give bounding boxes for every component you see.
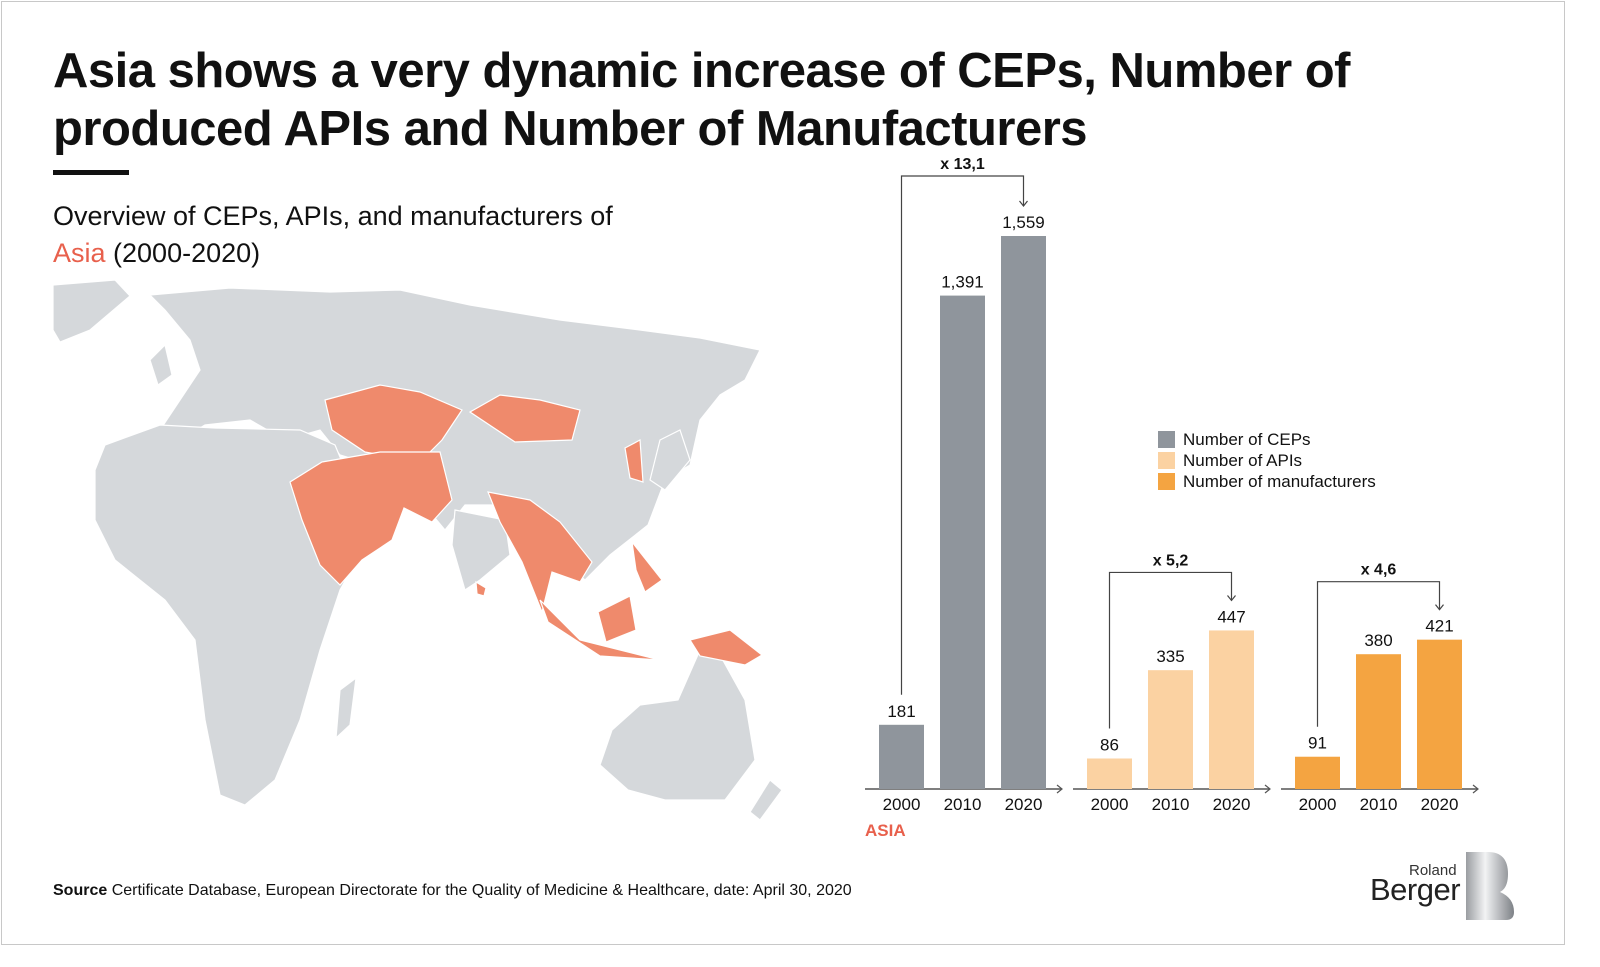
growth-label: x 13,1 xyxy=(940,156,985,173)
bar-value-label: 86 xyxy=(1100,735,1119,754)
subtitle-suffix: (2000-2020) xyxy=(105,238,261,268)
region-label: ASIA xyxy=(865,821,906,840)
growth-label: x 5,2 xyxy=(1153,552,1189,569)
bar-value-label: 421 xyxy=(1425,617,1453,636)
x-tick-label: 2020 xyxy=(1421,795,1459,814)
central-asia xyxy=(324,384,463,463)
growth-arrow xyxy=(1227,595,1236,602)
asia-map xyxy=(52,279,783,821)
uk xyxy=(149,343,173,386)
korea xyxy=(624,439,644,483)
sri-lanka xyxy=(475,580,487,597)
chart-legend: Number of CEPs Number of APIs Number of … xyxy=(1158,429,1376,492)
subtitle: Overview of CEPs, APIs, and manufacturer… xyxy=(53,198,753,272)
legend-item-apis: Number of APIs xyxy=(1158,450,1376,471)
bar-value-label: 1,559 xyxy=(1002,213,1045,232)
axis-arrow xyxy=(1056,784,1063,794)
source-note: Source Certificate Database, European Di… xyxy=(53,882,852,900)
x-tick-label: 2010 xyxy=(1152,795,1190,814)
australia xyxy=(599,649,756,801)
page-title: Asia shows a very dynamic increase of CE… xyxy=(53,44,1351,156)
japan xyxy=(649,429,691,491)
greenland xyxy=(52,279,131,343)
x-tick-label: 2000 xyxy=(1299,795,1337,814)
new-zealand xyxy=(749,779,783,821)
legend-label: Number of CEPs xyxy=(1183,429,1311,449)
x-tick-label: 2000 xyxy=(1091,795,1129,814)
frame xyxy=(1,1,1565,945)
mongolia xyxy=(468,394,581,443)
bar-value-label: 91 xyxy=(1308,734,1327,753)
x-tick-label: 2010 xyxy=(944,795,982,814)
bar xyxy=(1001,236,1046,789)
bar xyxy=(1417,639,1462,789)
philippines xyxy=(631,539,663,593)
bar-value-label: 380 xyxy=(1364,631,1392,650)
bar xyxy=(879,724,924,789)
x-tick-label: 2000 xyxy=(883,795,921,814)
axis-arrow xyxy=(1264,784,1271,794)
middle-east xyxy=(289,451,453,586)
legend-item-ceps: Number of CEPs xyxy=(1158,429,1376,450)
source-label: Source xyxy=(53,882,108,899)
legend-label: Number of manufacturers xyxy=(1183,471,1376,491)
legend-swatch xyxy=(1158,452,1175,469)
axis-arrow xyxy=(1472,784,1479,794)
legend-swatch xyxy=(1158,431,1175,448)
madagascar xyxy=(335,676,357,740)
borneo xyxy=(597,595,637,643)
bar xyxy=(1087,758,1132,789)
bar xyxy=(1356,654,1401,789)
bar xyxy=(1148,670,1193,789)
legend-item-manufacturers: Number of manufacturers xyxy=(1158,471,1376,492)
bar-value-label: 447 xyxy=(1217,607,1245,626)
source-text: Certificate Database, European Directora… xyxy=(107,882,852,899)
legend-swatch xyxy=(1158,473,1175,490)
bar-value-label: 1,391 xyxy=(941,273,984,292)
subtitle-highlight: Asia xyxy=(53,238,106,268)
growth-bracket xyxy=(1316,581,1441,727)
x-tick-label: 2010 xyxy=(1360,795,1398,814)
growth-bracket xyxy=(1108,571,1233,729)
southeast-asia xyxy=(487,491,593,614)
logo-berger: Berger xyxy=(1370,872,1461,907)
title-rule xyxy=(53,170,129,175)
map-asia-highlight xyxy=(289,384,764,666)
x-tick-label: 2020 xyxy=(1213,795,1251,814)
bar xyxy=(940,295,985,789)
logo-b-mark xyxy=(1466,852,1514,920)
growth-arrow xyxy=(1435,604,1444,611)
sumatra-java xyxy=(539,599,661,661)
bar-value-label: 335 xyxy=(1156,647,1184,666)
growth-bracket xyxy=(900,175,1025,695)
bar xyxy=(1209,630,1254,789)
x-tick-label: 2020 xyxy=(1005,795,1043,814)
legend-label: Number of APIs xyxy=(1183,450,1303,470)
growth-arrow xyxy=(1019,200,1028,207)
new-guinea xyxy=(689,629,764,666)
logo-roland: Roland xyxy=(1409,862,1457,879)
growth-label: x 4,6 xyxy=(1361,562,1397,579)
bar-value-label: 181 xyxy=(887,702,915,721)
bar xyxy=(1295,756,1340,789)
subtitle-prefix: Overview of CEPs, APIs, and manufacturer… xyxy=(53,201,613,231)
